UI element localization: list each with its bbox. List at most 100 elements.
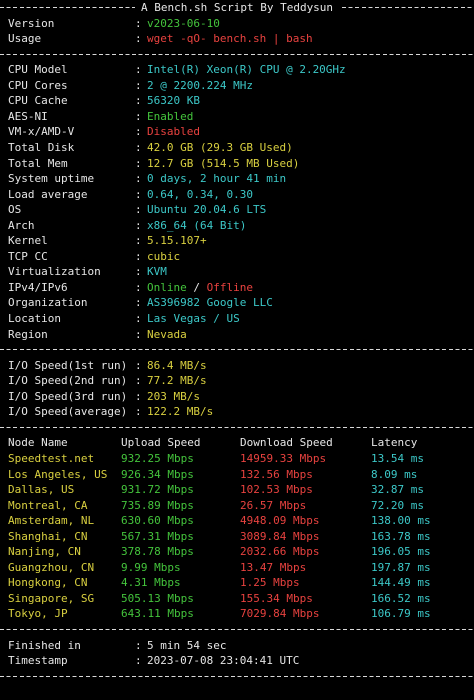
value: 5.15.107+: [147, 234, 207, 248]
cell: 102.53 Mbps: [240, 483, 313, 497]
cell: 9.99 Mbps: [121, 560, 181, 574]
separator: :: [135, 234, 142, 248]
separator: :: [135, 654, 142, 668]
separator: :: [135, 109, 142, 123]
value: 0.64, 0.34, 0.30: [147, 187, 253, 201]
value: cubic: [147, 249, 181, 263]
cell: Shanghai, CN: [8, 529, 88, 543]
value: AS396982 Google LLC: [147, 296, 273, 310]
value: x86_64 (64 Bit): [147, 218, 247, 232]
separator: :: [135, 389, 142, 403]
label: Arch: [8, 218, 35, 232]
cell: 4.31 Mbps: [121, 576, 181, 590]
label: IPv4/IPv6: [8, 280, 68, 294]
divider: [0, 420, 474, 436]
cell: Hongkong, CN: [8, 576, 88, 590]
divider: [0, 669, 474, 685]
separator: :: [135, 638, 142, 652]
cell: Montreal, CA: [8, 498, 88, 512]
value: KVM: [147, 265, 167, 279]
label: Kernel: [8, 234, 48, 248]
cell: 735.89 Mbps: [121, 498, 194, 512]
cell: 378.78 Mbps: [121, 545, 194, 559]
value: 12.7 GB (514.5 MB Used): [147, 156, 300, 170]
separator: :: [135, 156, 142, 170]
separator: :: [135, 405, 142, 419]
label: Location: [8, 312, 61, 325]
divider: [0, 342, 474, 358]
cell: Nanjing, CN: [8, 545, 81, 559]
cell: Singapore, SG: [8, 591, 95, 605]
separator: :: [135, 94, 142, 108]
separator: :: [135, 280, 142, 294]
cell: 26.57 Mbps: [240, 498, 307, 512]
label: Total Disk: [8, 140, 75, 154]
label: Version: [8, 16, 55, 30]
value: Ubuntu 20.04.6 LTS: [147, 203, 267, 217]
separator: :: [135, 63, 142, 77]
value: 2023-07-08 23:04:41 UTC: [147, 654, 300, 668]
label: I/O Speed(2nd run): [8, 374, 128, 388]
cell: 138.00 ms: [371, 514, 431, 528]
cell: Tokyo, JP: [8, 607, 68, 621]
separator: :: [135, 249, 142, 263]
ipv4-status: Online: [147, 280, 187, 294]
cell: 163.78 ms: [371, 529, 431, 543]
value: Intel(R) Xeon(R) CPU @ 2.20GHz: [147, 63, 346, 77]
label: Virtualization: [8, 265, 101, 279]
cell: Speedtest.net: [8, 451, 95, 465]
column-header: Node Name: [8, 436, 68, 450]
cell: 196.05 ms: [371, 545, 431, 559]
cell: 8.09 ms: [371, 467, 418, 481]
cell: 13.47 Mbps: [240, 560, 307, 574]
separator: :: [135, 296, 142, 310]
value: Las Vegas / US: [147, 312, 240, 325]
label: CPU Model: [8, 63, 68, 77]
label: Finished in: [8, 638, 81, 652]
label: Organization: [8, 296, 88, 310]
label: Timestamp: [8, 654, 68, 668]
separator: :: [135, 78, 142, 92]
cell: 155.34 Mbps: [240, 591, 313, 605]
divider-slash: /: [193, 280, 200, 294]
cell: 567.31 Mbps: [121, 529, 194, 543]
separator: :: [135, 32, 142, 46]
separator: :: [135, 140, 142, 154]
cell: 72.20 ms: [371, 498, 424, 512]
cell: 166.52 ms: [371, 591, 431, 605]
cell: Amsterdam, NL: [8, 514, 95, 528]
header-title: A Bench.sh Script By Teddysun: [141, 1, 334, 14]
label: OS: [8, 203, 22, 217]
cell: 630.60 Mbps: [121, 514, 194, 528]
cell: 1.25 Mbps: [240, 576, 300, 590]
value: 77.2 MB/s: [147, 374, 207, 388]
cell: 926.34 Mbps: [121, 467, 194, 481]
separator: :: [135, 16, 142, 30]
label: I/O Speed(average): [8, 405, 128, 419]
separator: :: [135, 358, 142, 372]
label: System uptime: [8, 172, 95, 186]
cell: 931.72 Mbps: [121, 483, 194, 497]
value: Disabled: [147, 125, 200, 139]
value: wget -qO- bench.sh | bash: [147, 32, 313, 46]
column-header: Upload Speed: [121, 436, 201, 450]
label: VM-x/AMD-V: [8, 125, 75, 139]
cell: 643.11 Mbps: [121, 607, 194, 621]
column-header: Latency: [371, 436, 418, 450]
cell: 197.87 ms: [371, 560, 431, 574]
separator: :: [135, 218, 142, 232]
separator: :: [135, 125, 142, 139]
label: Usage: [8, 32, 42, 46]
cell: 2032.66 Mbps: [240, 545, 320, 559]
label: AES-NI: [8, 109, 48, 123]
value: 56320 KB: [147, 94, 200, 108]
separator: :: [135, 374, 142, 388]
divider: [0, 622, 474, 638]
cell: 13.54 ms: [371, 451, 424, 465]
value: 5 min 54 sec: [147, 638, 227, 652]
label: CPU Cores: [8, 78, 68, 92]
label: Region: [8, 327, 48, 341]
label: TCP CC: [8, 249, 48, 263]
cell: 505.13 Mbps: [121, 591, 194, 605]
